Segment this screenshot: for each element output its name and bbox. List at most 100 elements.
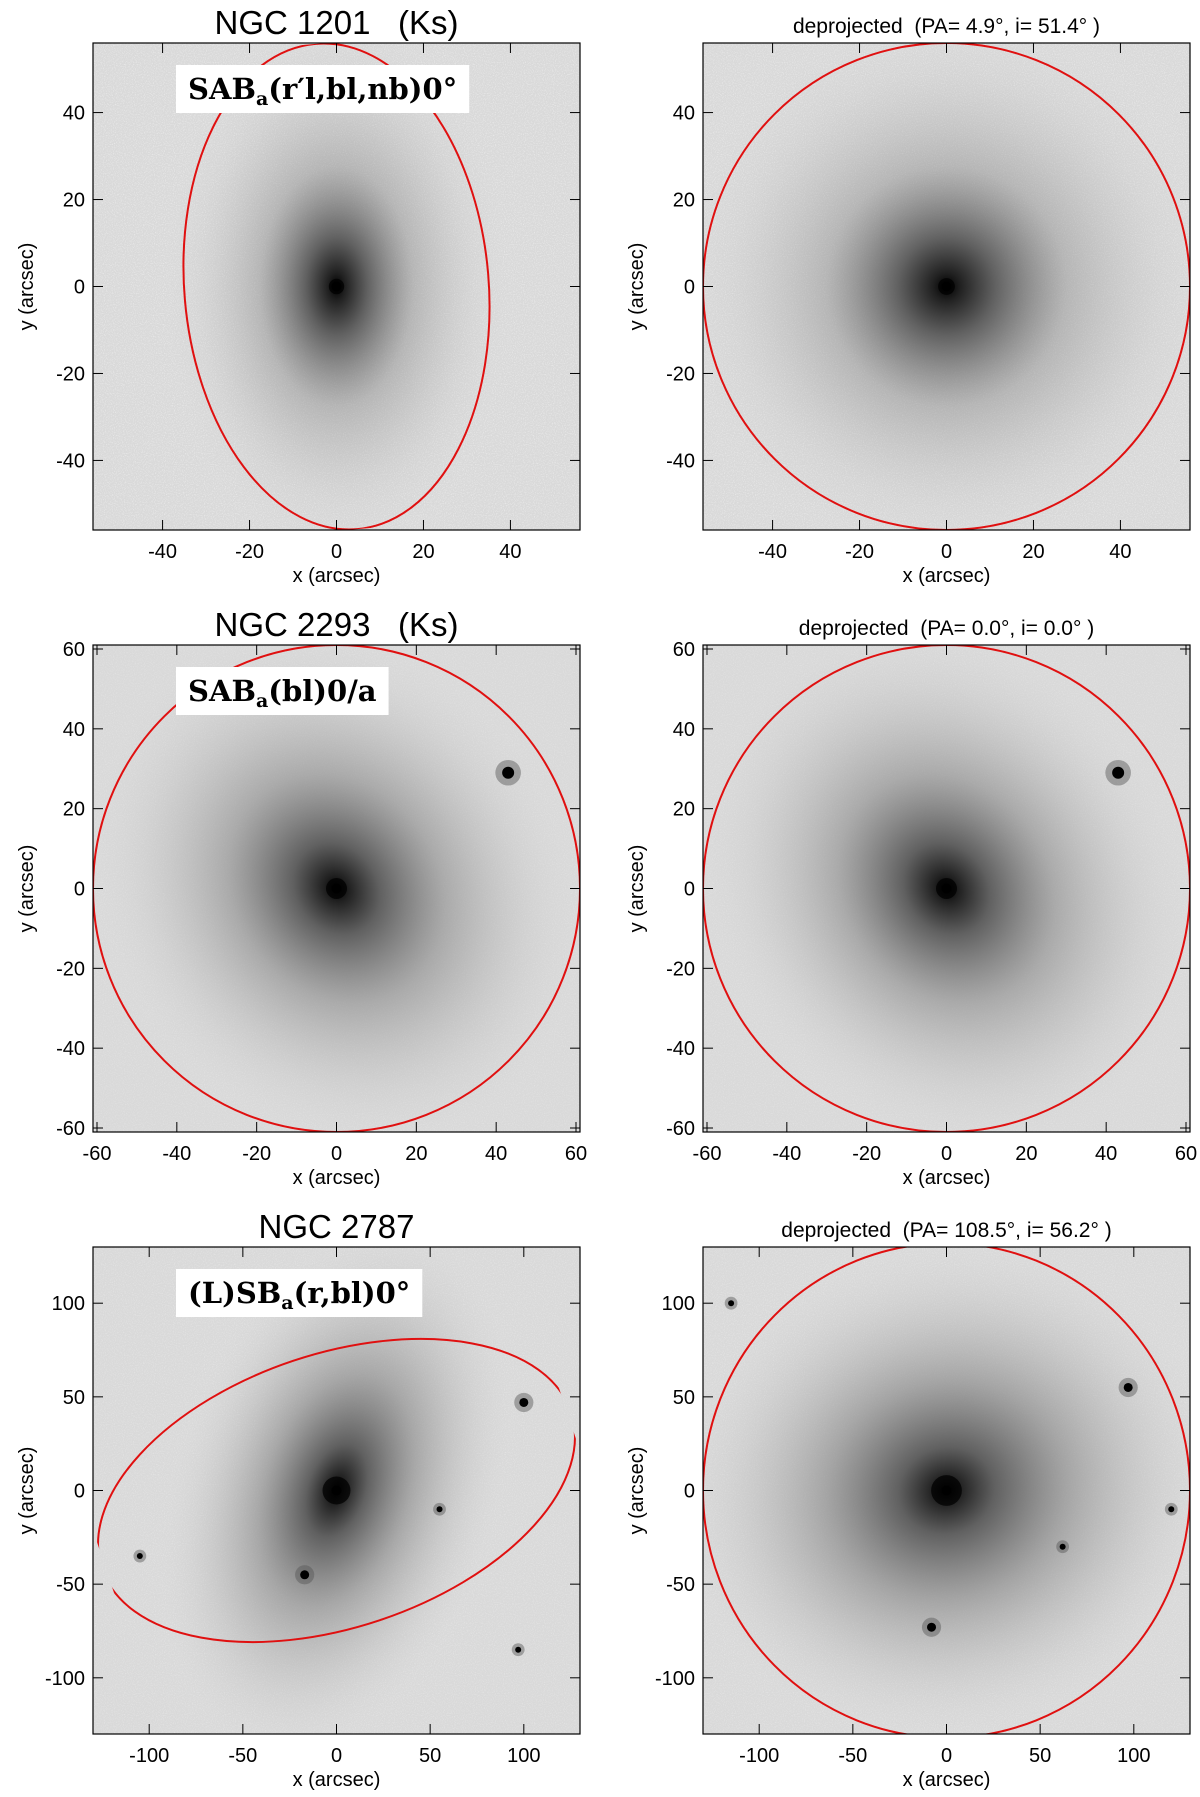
star-2 (436, 1506, 443, 1513)
panel-ngc2787-observed: -100 -50 0 50 100 -100 -50 0 50 100 x (arcsec) y (a… (16, 1208, 581, 1791)
x-tick-label: 100 (507, 1745, 540, 1767)
y-axis-label: y (arcsec) (16, 1447, 38, 1535)
y-tick-label: 20 (673, 799, 695, 821)
x-tick-label: -50 (838, 1745, 867, 1767)
x-tick-label: 0 (941, 1745, 952, 1767)
star-3 (515, 1646, 522, 1653)
star-4 (1168, 1506, 1175, 1513)
galaxy-image (703, 645, 1190, 1132)
y-tick-label: -100 (655, 1668, 695, 1690)
x-tick-label: -40 (148, 541, 177, 563)
y-axis-label: y (arcsec) (16, 243, 38, 331)
panel-title: deprojected (PA= 108.5°, i= 56.2° ) (781, 1219, 1111, 1242)
x-tick-label: 50 (1029, 1745, 1051, 1767)
galaxy-image (93, 1247, 580, 1734)
x-tick-label: -50 (228, 1745, 257, 1767)
y-tick-label: 0 (684, 1481, 695, 1503)
classification-sub: a (256, 690, 268, 712)
y-tick-label: 60 (673, 639, 695, 661)
x-axis-label: x (arcsec) (293, 1769, 381, 1791)
y-tick-label: -40 (56, 1038, 85, 1060)
x-tick-label: 0 (331, 541, 342, 563)
panel-title: NGC 1201 (Ks) (215, 4, 459, 41)
classification-main: SAB (188, 674, 256, 708)
y-axis-label: y (arcsec) (16, 845, 38, 933)
x-tick-label: -100 (739, 1745, 779, 1767)
x-axis-label: x (arcsec) (903, 1167, 991, 1189)
x-tick-label: -100 (129, 1745, 169, 1767)
y-tick-label: -40 (666, 1038, 695, 1060)
x-tick-label: -40 (772, 1143, 801, 1165)
x-tick-label: -60 (693, 1143, 722, 1165)
y-tick-label: 100 (662, 1293, 695, 1315)
star-0 (300, 1570, 310, 1580)
galaxy-image (93, 645, 580, 1132)
y-tick-label: 40 (63, 103, 85, 125)
classification-main: (L)SB (188, 1276, 281, 1310)
galaxy-image (703, 43, 1190, 530)
classification-rest: (r′l,bl,nb)0° (268, 72, 457, 106)
x-axis-label: x (arcsec) (903, 565, 991, 587)
panel-ngc1201-observed: -40 -20 0 20 40 -40 -20 0 20 40 x (arcsec) y (arcse… (16, 4, 581, 587)
y-tick-label: -60 (56, 1118, 85, 1140)
y-tick-label: -20 (666, 958, 695, 980)
y-tick-label: 50 (63, 1387, 85, 1409)
panel-title: NGC 2787 (259, 1208, 415, 1245)
star-0 (1112, 766, 1125, 779)
y-tick-label: 60 (63, 639, 85, 661)
y-tick-label: 0 (74, 879, 85, 901)
y-tick-label: -20 (56, 958, 85, 980)
x-tick-label: 0 (331, 1143, 342, 1165)
y-tick-label: -20 (666, 363, 695, 385)
x-axis-label: x (arcsec) (293, 565, 381, 587)
star-2 (927, 1622, 937, 1632)
x-tick-label: 20 (1022, 541, 1044, 563)
y-tick-label: -20 (56, 363, 85, 385)
y-tick-label: 50 (673, 1387, 695, 1409)
y-tick-label: 40 (673, 103, 695, 125)
x-tick-label: 100 (1117, 1745, 1150, 1767)
x-tick-label: -20 (235, 541, 264, 563)
panel-title: deprojected (PA= 0.0°, i= 0.0° ) (799, 617, 1094, 640)
panel-ngc1201-deprojected: -40 -20 0 20 40 -40 -20 0 20 40 x (arcsec) y (arcse… (626, 15, 1191, 587)
star-3 (728, 1300, 735, 1307)
x-tick-label: -20 (242, 1143, 271, 1165)
y-tick-label: -50 (56, 1574, 85, 1596)
y-tick-label: 20 (63, 799, 85, 821)
classification-box (176, 1269, 423, 1317)
x-tick-label: -60 (83, 1143, 112, 1165)
classification-label: SABa(r′l,bl,nb)0° (188, 72, 457, 110)
y-tick-label: -50 (666, 1574, 695, 1596)
x-tick-label: 20 (412, 541, 434, 563)
y-axis-label: y (arcsec) (626, 243, 648, 331)
y-tick-label: 20 (63, 190, 85, 212)
x-tick-label: 20 (1015, 1143, 1037, 1165)
x-tick-label: -40 (758, 541, 787, 563)
x-axis-label: x (arcsec) (293, 1167, 381, 1189)
x-tick-label: 40 (1095, 1143, 1117, 1165)
galaxy-image (703, 1247, 1190, 1734)
star-4 (136, 1553, 143, 1560)
panel-title: deprojected (PA= 4.9°, i= 51.4° ) (793, 15, 1100, 38)
y-tick-label: -40 (56, 450, 85, 472)
y-tick-label: -40 (666, 450, 695, 472)
panel-ngc2293-deprojected: -60 -40 -20 0 20 40 60 -60 -40 -20 0 20 40 60 x (arcse… (626, 617, 1197, 1189)
classification-rest: (r,bl)0° (294, 1276, 411, 1310)
x-tick-label: 0 (331, 1745, 342, 1767)
y-tick-label: 0 (74, 277, 85, 299)
y-tick-label: -60 (666, 1118, 695, 1140)
panel-title: NGC 2293 (Ks) (215, 606, 459, 643)
x-tick-label: -40 (162, 1143, 191, 1165)
x-tick-label: 0 (941, 541, 952, 563)
x-tick-label: -20 (845, 541, 874, 563)
star-0 (502, 766, 515, 779)
panel-ngc2787-deprojected: -100 -50 0 50 100 -100 -50 0 50 100 x (arcsec) y (a… (626, 1219, 1191, 1791)
classification-main: SAB (188, 72, 256, 106)
classification-sub: a (256, 88, 268, 110)
y-tick-label: 20 (673, 190, 695, 212)
x-tick-label: -20 (852, 1143, 881, 1165)
x-tick-label: 20 (405, 1143, 427, 1165)
star-0 (1123, 1382, 1133, 1392)
fit-ellipse (182, 42, 491, 531)
classification-sub: a (281, 1292, 293, 1314)
